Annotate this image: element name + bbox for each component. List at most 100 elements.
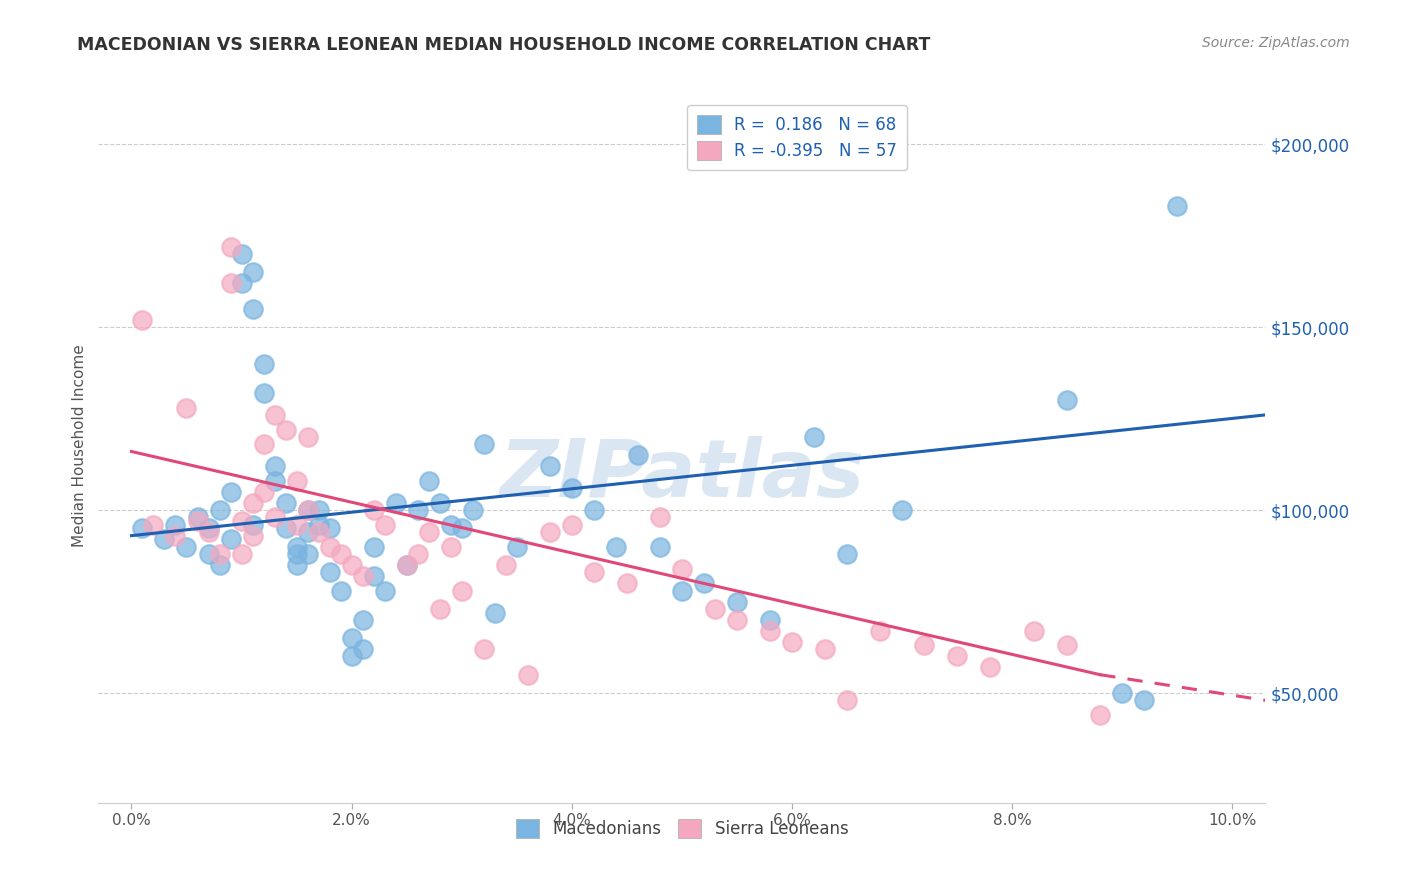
Point <box>208 503 231 517</box>
Point <box>814 642 837 657</box>
Point <box>197 547 219 561</box>
Point <box>208 547 231 561</box>
Text: MACEDONIAN VS SIERRA LEONEAN MEDIAN HOUSEHOLD INCOME CORRELATION CHART: MACEDONIAN VS SIERRA LEONEAN MEDIAN HOUS… <box>77 36 931 54</box>
Point <box>616 576 638 591</box>
Point <box>561 517 583 532</box>
Point <box>605 540 627 554</box>
Point <box>285 558 308 572</box>
Point <box>208 558 231 572</box>
Point <box>1090 708 1112 723</box>
Point <box>219 533 242 547</box>
Point <box>979 660 1001 674</box>
Point <box>384 496 406 510</box>
Point <box>231 247 253 261</box>
Point <box>429 496 451 510</box>
Point <box>461 503 484 517</box>
Point <box>374 583 396 598</box>
Point <box>231 276 253 290</box>
Point <box>318 521 340 535</box>
Point <box>318 566 340 580</box>
Point <box>374 517 396 532</box>
Point <box>242 265 264 279</box>
Point <box>538 524 561 539</box>
Point <box>891 503 914 517</box>
Point <box>1056 639 1078 653</box>
Point <box>252 357 274 371</box>
Point <box>165 529 187 543</box>
Point <box>153 533 176 547</box>
Text: ZIPatlas: ZIPatlas <box>499 435 865 514</box>
Point <box>759 613 782 627</box>
Point <box>352 569 374 583</box>
Legend: Macedonians, Sierra Leoneans: Macedonians, Sierra Leoneans <box>509 812 855 845</box>
Point <box>472 437 495 451</box>
Point <box>242 517 264 532</box>
Point <box>1056 393 1078 408</box>
Point <box>131 521 153 535</box>
Point <box>231 514 253 528</box>
Point <box>1133 693 1156 707</box>
Point <box>308 503 330 517</box>
Point <box>352 613 374 627</box>
Point <box>308 524 330 539</box>
Point <box>703 602 725 616</box>
Point <box>297 430 319 444</box>
Point <box>406 547 429 561</box>
Point <box>1166 199 1188 213</box>
Point <box>274 521 297 535</box>
Point <box>759 624 782 638</box>
Point <box>516 667 538 681</box>
Point <box>219 239 242 253</box>
Point <box>395 558 418 572</box>
Point <box>418 474 440 488</box>
Point <box>329 583 352 598</box>
Point <box>693 576 716 591</box>
Point <box>627 448 650 462</box>
Point <box>231 547 253 561</box>
Point <box>274 496 297 510</box>
Point <box>835 547 858 561</box>
Point <box>274 423 297 437</box>
Point <box>869 624 891 638</box>
Point <box>725 613 748 627</box>
Point <box>648 510 671 524</box>
Point <box>363 503 385 517</box>
Point <box>538 459 561 474</box>
Point <box>340 631 363 645</box>
Point <box>450 583 472 598</box>
Point <box>561 481 583 495</box>
Point <box>648 540 671 554</box>
Point <box>318 540 340 554</box>
Point <box>418 524 440 539</box>
Point <box>219 484 242 499</box>
Point <box>440 517 463 532</box>
Point <box>297 503 319 517</box>
Point <box>1111 686 1133 700</box>
Point <box>912 639 935 653</box>
Point <box>242 529 264 543</box>
Point <box>472 642 495 657</box>
Point <box>1024 624 1046 638</box>
Point <box>186 514 208 528</box>
Point <box>363 540 385 554</box>
Point <box>835 693 858 707</box>
Point <box>252 386 274 401</box>
Point <box>671 583 693 598</box>
Point <box>308 517 330 532</box>
Point <box>506 540 529 554</box>
Point <box>484 606 506 620</box>
Point <box>582 566 605 580</box>
Point <box>242 496 264 510</box>
Text: Source: ZipAtlas.com: Source: ZipAtlas.com <box>1202 36 1350 50</box>
Point <box>395 558 418 572</box>
Point <box>363 569 385 583</box>
Y-axis label: Median Household Income: Median Household Income <box>72 344 87 548</box>
Point <box>263 459 285 474</box>
Point <box>263 510 285 524</box>
Point <box>142 517 165 532</box>
Point <box>252 437 274 451</box>
Point <box>297 524 319 539</box>
Point <box>186 510 208 524</box>
Point <box>285 547 308 561</box>
Point <box>252 484 274 499</box>
